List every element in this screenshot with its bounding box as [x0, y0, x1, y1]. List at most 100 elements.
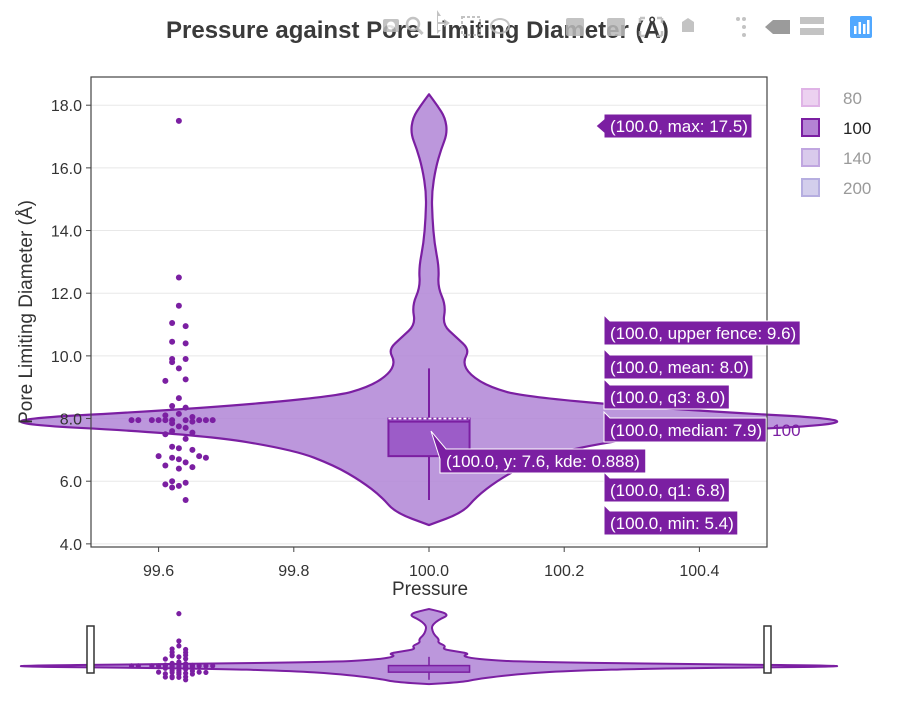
slider-point — [176, 654, 182, 660]
slider-box — [387, 664, 471, 673]
data-point — [169, 338, 176, 345]
x-tick-label: 100.2 — [544, 563, 584, 580]
hover-label: (100.0, max: 17.5) — [595, 113, 753, 139]
lasso-icon[interactable] — [490, 18, 510, 34]
hover-label: (100.0, upper fence: 9.6) — [603, 313, 801, 346]
data-point — [189, 413, 196, 420]
data-point — [189, 429, 196, 436]
data-point — [169, 484, 176, 491]
data-point — [182, 417, 189, 424]
hover-label-text: (100.0, median: 7.9) — [610, 421, 762, 440]
data-point — [189, 418, 196, 425]
range-slider[interactable] — [20, 607, 838, 686]
y-tick-label: 16.0 — [51, 161, 82, 178]
slider-point — [183, 652, 189, 658]
hover-label: (100.0, q1: 6.8) — [603, 470, 730, 503]
slider-point — [183, 666, 189, 672]
pan-icon[interactable] — [437, 10, 450, 34]
hover-label: (100.0, mean: 8.0) — [603, 347, 754, 380]
slider-point — [176, 643, 182, 649]
range-slider-right-handle[interactable] — [763, 625, 772, 674]
data-point — [175, 117, 182, 124]
slider-point — [183, 677, 189, 683]
legend[interactable]: 80 100 140 200 — [801, 88, 871, 198]
data-point — [128, 417, 135, 424]
violin-layer — [19, 93, 839, 527]
zoom-out-icon[interactable] — [607, 18, 625, 36]
data-point — [175, 456, 182, 463]
y-tick-label: 18.0 — [51, 98, 82, 115]
hover-kde-text: (100.0, y: 7.6, kde: 0.888) — [446, 452, 640, 471]
data-point — [169, 420, 176, 427]
slider-point — [183, 656, 189, 662]
hover-label-box — [603, 313, 801, 346]
data-point — [175, 423, 182, 430]
data-point — [175, 395, 182, 402]
data-point — [182, 435, 189, 442]
data-point — [182, 323, 189, 330]
autoscale-icon[interactable] — [638, 16, 664, 38]
x-tick-label: 100.0 — [409, 563, 449, 580]
legend-item-200[interactable]: 200 — [801, 178, 871, 198]
y-tick-label: 12.0 — [51, 286, 82, 303]
slider-point — [176, 611, 182, 617]
zoom-icon[interactable] — [405, 16, 424, 35]
data-point — [182, 404, 189, 411]
x-tick-label: 99.6 — [143, 563, 174, 580]
reset-axes-icon[interactable] — [682, 18, 694, 32]
hover-closest-icon[interactable] — [765, 20, 790, 34]
data-point — [162, 377, 169, 384]
legend-swatch — [801, 148, 820, 167]
main-plot[interactable]: 99.6 99.8 100.0 100.2 100.4 4.0 6.0 8.0 10.0 12.… — [19, 76, 839, 580]
camera-icon[interactable] — [383, 19, 399, 32]
data-point — [182, 340, 189, 347]
violin-100[interactable] — [19, 93, 839, 527]
x-tick-label: 100.4 — [679, 563, 719, 580]
hover-label-box — [603, 347, 754, 380]
data-point — [202, 417, 209, 424]
spike-lines-icon[interactable] — [736, 17, 746, 37]
hover-label: (100.0, min: 5.4) — [603, 503, 739, 536]
zoom-in-icon[interactable] — [566, 18, 584, 36]
hover-label-box — [603, 470, 730, 503]
hover-label: (100.0, median: 7.9) — [603, 410, 767, 443]
y-tick-label: 6.0 — [60, 474, 82, 491]
hover-label-text: (100.0, q1: 6.8) — [610, 481, 725, 500]
slider-point — [169, 675, 175, 681]
legend-item-100[interactable]: 100 — [801, 118, 871, 138]
plotly-logo-icon[interactable] — [850, 16, 872, 38]
hover-label-text: (100.0, q3: 8.0) — [610, 388, 725, 407]
data-point — [175, 365, 182, 372]
data-point — [196, 417, 203, 424]
legend-swatch — [801, 118, 820, 137]
data-point — [169, 443, 176, 450]
legend-item-80[interactable]: 80 — [801, 88, 862, 108]
data-point — [135, 417, 142, 424]
slider-point — [128, 663, 135, 669]
points-layer — [128, 117, 216, 503]
data-point — [189, 446, 196, 453]
data-point — [169, 478, 176, 485]
data-point — [175, 465, 182, 472]
hover-compare-icon[interactable] — [800, 17, 824, 35]
hover-kde-label: (100.0, y: 7.6, kde: 0.888) — [430, 430, 647, 474]
hover-label-text: (100.0, mean: 8.0) — [610, 358, 749, 377]
range-slider-left-handle[interactable] — [86, 625, 95, 674]
hover-label: (100.0, q3: 8.0) — [603, 377, 730, 410]
box-select-icon[interactable] — [461, 16, 481, 36]
hover-label-box — [595, 113, 753, 139]
legend-label: 200 — [843, 179, 871, 198]
data-point — [155, 453, 162, 460]
slider-preview — [20, 607, 838, 686]
data-point — [209, 417, 216, 424]
data-point — [175, 482, 182, 489]
y-tick-label: 10.0 — [51, 349, 82, 366]
data-point — [189, 464, 196, 471]
slider-point — [183, 670, 189, 676]
data-point — [182, 424, 189, 431]
data-point — [169, 319, 176, 326]
legend-item-140[interactable]: 140 — [801, 148, 871, 168]
hover-trace-label: 100 — [772, 421, 800, 440]
hover-label-text: (100.0, upper fence: 9.6) — [610, 324, 796, 343]
